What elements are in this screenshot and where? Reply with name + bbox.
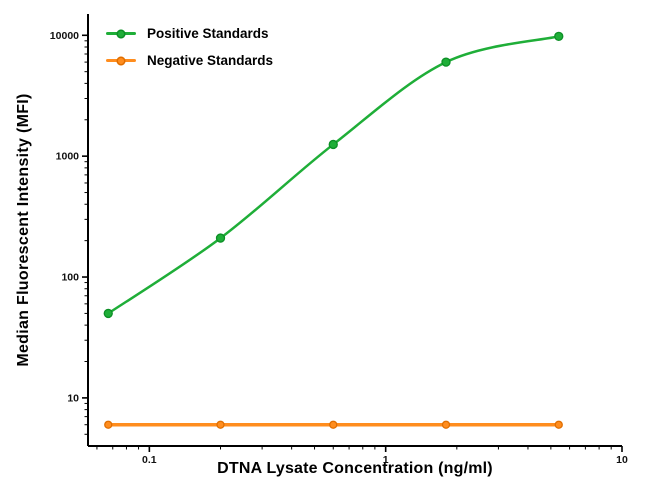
series-marker-1 (216, 420, 225, 429)
legend-item-negative-standards: Negative Standards (106, 47, 273, 74)
x-axis-title: DTNA Lysate Concentration (ng/ml) (217, 460, 493, 477)
series-marker-1 (104, 420, 113, 429)
series-marker-1 (329, 420, 338, 429)
series-marker-1 (441, 420, 451, 429)
legend-marker-negative-icon (106, 56, 136, 65)
series-marker-1 (554, 420, 563, 429)
y-tick-label: 1000 (56, 151, 80, 163)
legend-dot-positive-icon (116, 29, 126, 38)
legend-item-positive-standards: Positive Standards (106, 20, 273, 47)
x-tick-label: 0.1 (142, 454, 157, 466)
series-line-0 (107, 35, 561, 315)
x-tick-label: 1 (383, 454, 389, 466)
y-tick-label: 10000 (50, 30, 79, 42)
series-marker-0 (215, 233, 226, 243)
x-tick-label: 10 (616, 454, 628, 466)
y-tick-label: 100 (61, 272, 79, 284)
legend-label-positive: Positive Standards (147, 26, 269, 41)
series-marker-0 (328, 139, 338, 150)
legend-dot-negative-icon (116, 56, 126, 65)
series-marker-0 (441, 57, 451, 67)
y-axis-title: Median Fluorescent Intensity (MFI) (15, 93, 32, 367)
legend-marker-positive-icon (106, 29, 136, 38)
series-marker-0 (103, 308, 113, 319)
legend-label-negative: Negative Standards (147, 53, 274, 68)
legend: Positive Standards Negative Standards (106, 20, 273, 74)
series-marker-0 (554, 31, 564, 41)
y-tick-label: 10 (67, 392, 79, 404)
